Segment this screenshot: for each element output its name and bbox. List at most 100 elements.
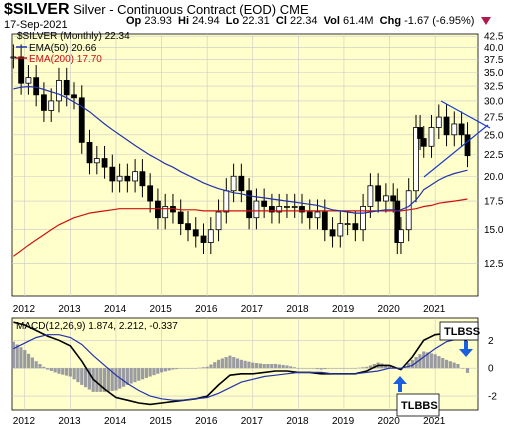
- macd-histogram-bar: [95, 368, 99, 392]
- macd-histogram-bar: [182, 368, 186, 369]
- macd-histogram-bar: [186, 368, 190, 369]
- macd-histogram-bar: [19, 347, 23, 369]
- macd-histogram-bar: [433, 354, 437, 369]
- macd-histogram-bar: [273, 364, 278, 369]
- macd-histogram-bar: [429, 353, 433, 369]
- macd-histogram-bar: [76, 368, 80, 383]
- price-bar-body: [253, 200, 260, 219]
- price-bar-body: [155, 200, 161, 219]
- wedge-trendlines: [423, 100, 491, 178]
- macd-histogram-bar: [327, 368, 331, 369]
- macd-histogram-bar: [441, 357, 445, 369]
- close-label: Cl: [275, 15, 287, 27]
- macd-histogram-bar: [425, 352, 430, 369]
- macd-histogram-bar: [205, 366, 209, 369]
- macd-histogram-bar: [387, 365, 392, 369]
- price-tick-label: 32.5: [484, 82, 504, 93]
- down-arrow-icon: [459, 341, 473, 357]
- macd-histogram-bar: [49, 368, 53, 371]
- price-x-ticks: 2012 2013 2014 2015 2016 2017 2018 2019 2020 2021: [13, 304, 446, 315]
- macd-histogram-bar: [448, 361, 452, 369]
- macd-histogram-bar: [53, 368, 57, 373]
- price-bar-body: [276, 206, 283, 213]
- price-tick-label: 35.0: [484, 68, 504, 79]
- macd-tick-label: 2: [488, 336, 494, 347]
- ema200-line: [13, 198, 468, 257]
- price-bar-body: [360, 206, 366, 231]
- macd-histogram-bar: [406, 363, 411, 369]
- macd-histogram-bar: [368, 365, 373, 369]
- price-x-tick-label: 2014: [104, 304, 127, 315]
- price-bars: [10, 44, 471, 255]
- macd-histogram-bar: [87, 368, 91, 390]
- macd-histogram-bar: [125, 368, 129, 385]
- macd-histogram-bar: [129, 368, 133, 384]
- macd-x-tick-label: 2019: [332, 416, 355, 427]
- macd-histogram-bar: [190, 368, 194, 369]
- price-bar-body: [147, 185, 154, 202]
- price-bar-body: [261, 200, 268, 207]
- price-bar-body: [451, 123, 458, 136]
- macd-histogram-bar: [304, 368, 308, 369]
- price-bar-body: [56, 79, 62, 102]
- open-label: Op: [126, 15, 142, 27]
- price-bar-body: [33, 77, 40, 96]
- high-value: 24.94: [192, 15, 220, 27]
- up-arrow-icon: [393, 376, 407, 392]
- macd-x-tick-label: 2015: [150, 416, 173, 427]
- macd-histogram-bar: [68, 368, 72, 377]
- legend-ema200: EMA(200) 17.70: [29, 54, 102, 65]
- signal-line: [13, 334, 468, 401]
- price-bar-body: [200, 235, 207, 243]
- macd-histogram-bar: [171, 368, 175, 370]
- price-bar-body: [177, 211, 184, 225]
- macd-histogram-bar: [281, 364, 285, 369]
- price-bar-body: [109, 166, 116, 182]
- macd-histogram-bar: [213, 362, 217, 369]
- macd-histogram-bar: [338, 368, 342, 369]
- macd-line: [13, 321, 468, 406]
- macd-histogram-bar: [64, 368, 69, 376]
- price-tick-label: 17.5: [484, 197, 504, 208]
- macd-histogram-bar: [452, 362, 456, 369]
- price-legend: $SILVER (Monthly) 22.34 EMA(50) 20.66 EM…: [16, 31, 130, 65]
- price-bar-body: [458, 123, 465, 136]
- macd-histogram-bar: [372, 364, 376, 369]
- macd-histogram-bar: [461, 368, 465, 369]
- macd-histogram-bar: [300, 368, 304, 369]
- macd-histogram-bar: [315, 368, 319, 370]
- price-bar-body: [116, 175, 123, 182]
- macd-histogram-bar: [262, 364, 266, 369]
- price-x-tick-label: 2012: [13, 304, 36, 315]
- price-bar-body: [375, 185, 382, 202]
- price-bar-body: [417, 127, 423, 139]
- price-axis-ticks: 12.5 15.0 17.5 20.0 22.5 25.0 27.5 30.0 32.5 35.0…: [484, 32, 504, 270]
- macd-histogram-bar: [201, 367, 205, 369]
- price-bar-body: [352, 223, 359, 231]
- macd-histogram-bar: [61, 368, 65, 375]
- macd-histogram-bar: [121, 368, 126, 387]
- macd-histogram-bar: [106, 368, 110, 392]
- price-bar-body: [63, 79, 70, 96]
- change-label: Chg: [379, 15, 402, 27]
- price-bar-body: [314, 211, 321, 219]
- macd-histogram-bar: [194, 368, 198, 369]
- macd-histogram-bar: [220, 358, 224, 369]
- price-bar-body: [246, 190, 253, 219]
- price-bar-body: [223, 190, 230, 213]
- price-bar-body: [269, 206, 275, 213]
- price-panel: [11, 33, 479, 297]
- macd-histogram-bar: [156, 368, 160, 374]
- price-bar-body: [48, 100, 55, 111]
- macd-histogram-bar: [456, 364, 460, 369]
- macd-histogram-bar: [270, 364, 274, 369]
- price-bar-body: [443, 116, 450, 136]
- macd-histogram-bar: [311, 368, 316, 369]
- tlbss-box: [439, 321, 479, 341]
- macd-histogram-bar: [410, 359, 414, 369]
- macd-histogram-bar: [330, 368, 335, 369]
- macd-histogram-bar: [285, 365, 289, 369]
- macd-histogram-bar: [209, 364, 213, 369]
- macd-histogram-bar: [247, 361, 251, 369]
